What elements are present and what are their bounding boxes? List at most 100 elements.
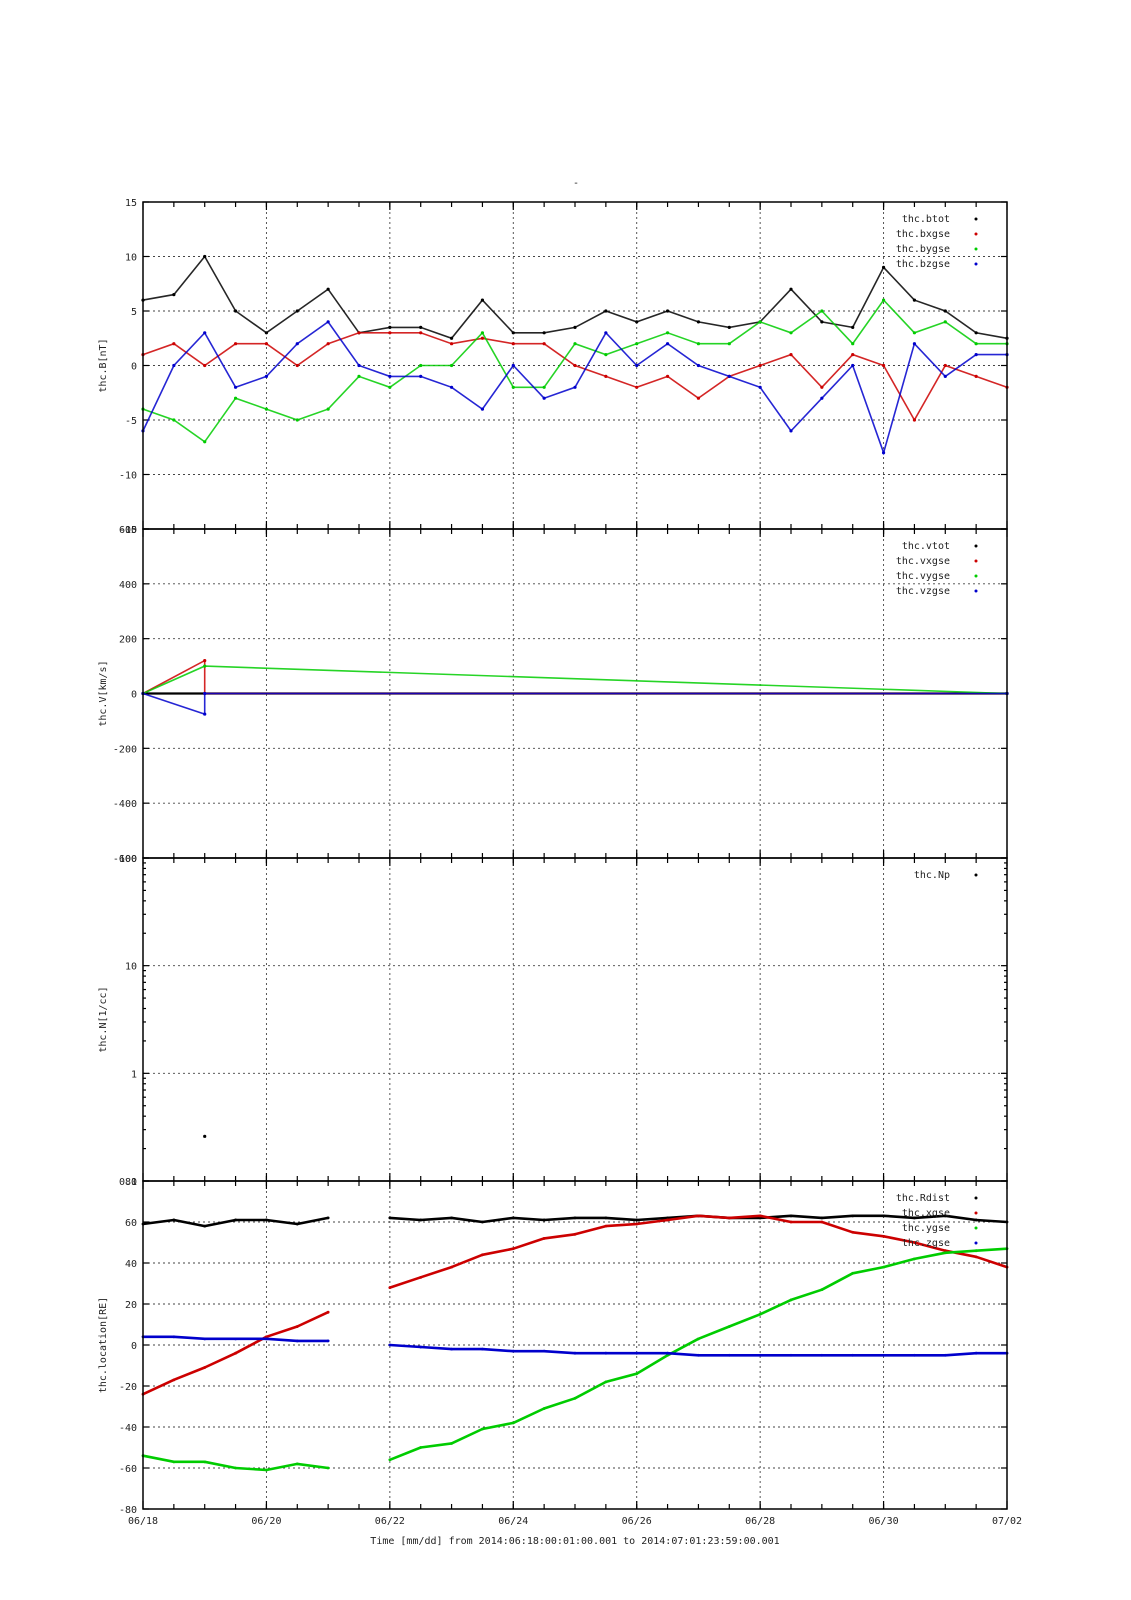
y-tick-label: 400: [119, 580, 137, 591]
data-point: [789, 429, 793, 433]
x-tick-label: 06/24: [498, 1516, 528, 1527]
data-point: [758, 363, 762, 368]
data-point: [326, 1310, 330, 1314]
data-point: [635, 385, 639, 389]
data-point: [295, 418, 299, 422]
data-point: [635, 1351, 639, 1355]
data-point: [697, 1353, 700, 1357]
data-point: [974, 1351, 978, 1355]
legend-label: thc.xgse: [902, 1208, 950, 1219]
series-line: [142, 1214, 1008, 1396]
y-tick-label: 40: [125, 1259, 137, 1270]
x-tick-label: 06/30: [869, 1516, 899, 1527]
data-point: [511, 1216, 515, 1220]
data-point: [203, 331, 207, 335]
series-thc-zgse: [141, 1335, 1009, 1357]
legend-marker: [974, 1211, 978, 1215]
data-point: [481, 1253, 484, 1257]
data-point: [758, 1312, 762, 1316]
data-point: [388, 1286, 392, 1289]
data-point: [851, 342, 855, 346]
data-point: [851, 325, 855, 329]
legend-marker: [974, 1226, 978, 1230]
data-point: [419, 1218, 423, 1222]
data-point: [326, 320, 330, 324]
data-point: [943, 1214, 947, 1218]
data-point: [851, 1230, 855, 1234]
data-point: [820, 1216, 824, 1220]
y-tick-label: 100: [119, 854, 137, 865]
x-tick-label: 07/02: [992, 1516, 1022, 1527]
data-point: [851, 1214, 855, 1218]
data-point: [295, 1339, 299, 1343]
y-tick-label: -5: [125, 416, 137, 427]
data-point: [388, 331, 392, 335]
data-point: [295, 342, 299, 346]
data-point: [604, 331, 608, 335]
data-point: [511, 385, 515, 389]
data-point: [265, 1337, 268, 1341]
data-point: [481, 1427, 484, 1431]
data-point: [696, 342, 701, 346]
data-point: [203, 659, 207, 663]
data-point: [727, 374, 731, 378]
data-point: [326, 287, 330, 291]
x-tick-label: 06/18: [128, 1516, 158, 1527]
data-point: [511, 363, 515, 368]
data-point: [820, 396, 824, 400]
data-point: [604, 1351, 608, 1355]
x-tick-label: 06/26: [622, 1516, 652, 1527]
data-point: [295, 309, 299, 313]
legend-marker: [974, 232, 978, 236]
data-point: [789, 353, 793, 357]
data-point: [419, 374, 423, 378]
data-point: [974, 374, 978, 378]
data-point: [882, 1353, 885, 1357]
data-point: [357, 363, 361, 368]
data-point: [542, 1349, 546, 1353]
legend-marker: [974, 1196, 978, 1200]
data-point: [480, 407, 485, 411]
data-point: [789, 1220, 793, 1224]
data-point: [419, 325, 423, 329]
data-point: [203, 664, 207, 668]
legend-marker: [974, 559, 978, 563]
x-tick-label: 06/22: [375, 1516, 405, 1527]
panels: 151050-5-10-15thc.B[nT]thc.btotthc.bxgse…: [98, 198, 1009, 1516]
data-point: [326, 1216, 330, 1220]
data-point: [913, 1257, 916, 1261]
data-point: [727, 1353, 731, 1357]
data-point: [542, 385, 546, 389]
series-line: [142, 1247, 1008, 1472]
data-point: [203, 1224, 207, 1228]
data-point: [573, 325, 577, 329]
data-point: [388, 1216, 392, 1220]
legend-marker: [974, 217, 978, 221]
legend-label: thc.ygse: [902, 1223, 950, 1234]
data-point: [265, 1218, 268, 1222]
data-point: [480, 336, 485, 340]
data-point: [573, 342, 577, 346]
data-point: [542, 396, 546, 400]
data-point: [203, 440, 207, 444]
data-point: [203, 1337, 207, 1341]
data-point: [789, 287, 793, 291]
y-axis-title: thc.N[1/cc]: [98, 986, 109, 1052]
y-tick-label: 10: [125, 962, 137, 973]
x-tick-label: 06/28: [745, 1516, 775, 1527]
data-point: [573, 363, 577, 368]
data-point: [295, 1325, 299, 1328]
y-tick-label: -10: [119, 471, 137, 482]
data-point: [295, 1222, 299, 1226]
data-point: [851, 353, 855, 357]
data-point: [357, 374, 361, 378]
data-point: [264, 374, 269, 378]
data-point: [172, 342, 176, 346]
data-point: [573, 1232, 577, 1236]
data-point: [851, 363, 855, 368]
series-thc-bxgse: [141, 331, 1009, 422]
data-point: [203, 1134, 207, 1138]
series-thc-ygse: [141, 1247, 1009, 1472]
data-point: [542, 1407, 546, 1410]
